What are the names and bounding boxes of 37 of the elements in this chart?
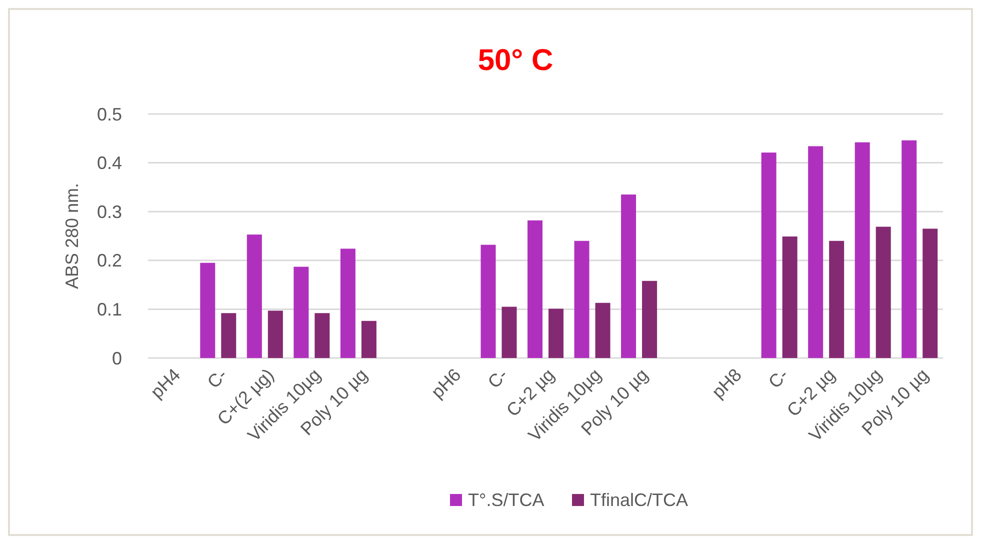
bar	[268, 310, 283, 358]
chart-title: 50° C	[478, 44, 554, 77]
bar	[782, 236, 798, 358]
bar	[528, 220, 542, 358]
bar	[246, 234, 262, 358]
x-tick-label: C-	[764, 364, 792, 392]
bar	[221, 313, 236, 358]
bar	[829, 240, 844, 358]
y-axis-title: ABS 280 nm.	[62, 182, 82, 290]
bar	[502, 306, 517, 358]
bar	[200, 262, 216, 358]
y-tick-label: 0	[112, 348, 122, 368]
bar	[876, 226, 891, 358]
bar	[595, 302, 610, 358]
y-tick-label: 0.3	[96, 202, 122, 222]
bar	[480, 244, 496, 358]
bar	[922, 228, 938, 358]
bar	[294, 266, 309, 358]
y-tick-label: 0.1	[96, 300, 122, 320]
bar	[621, 194, 636, 358]
x-tick-label: C-	[203, 364, 231, 392]
legend-label: T°.S/TCA	[468, 490, 544, 510]
legend-label: TfinalC/TCA	[590, 490, 688, 510]
bar	[361, 320, 376, 358]
bar	[574, 240, 590, 358]
y-tick-label: 0.2	[96, 250, 122, 271]
y-tick-label: 0.4	[96, 153, 122, 174]
bar	[761, 152, 776, 358]
bar	[340, 248, 356, 358]
bar	[808, 146, 824, 358]
y-tick-label: 0.5	[96, 104, 122, 124]
bar	[854, 142, 870, 358]
bar	[642, 280, 658, 358]
bar	[902, 140, 917, 358]
bar	[548, 308, 564, 358]
bar	[314, 313, 330, 358]
x-tick-label: C-	[484, 364, 512, 392]
